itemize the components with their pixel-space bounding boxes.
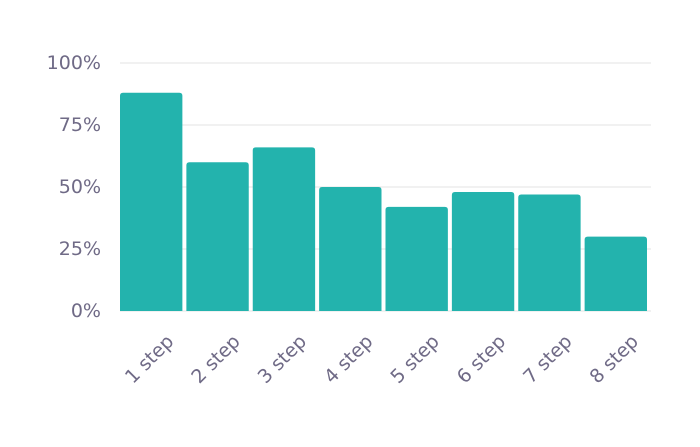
y-tick-label: 75% bbox=[59, 114, 101, 136]
bar-6 bbox=[451, 191, 515, 311]
bar-5 bbox=[385, 206, 448, 311]
y-tick-label: 100% bbox=[47, 52, 101, 74]
x-tick-label: 4 step bbox=[320, 331, 377, 388]
x-tick-label: 7 step bbox=[519, 331, 576, 388]
y-tick-label: 0% bbox=[71, 300, 101, 322]
bar-4 bbox=[319, 187, 382, 311]
x-tick-label: 5 step bbox=[386, 331, 443, 388]
bars bbox=[120, 92, 647, 311]
bar-8 bbox=[584, 236, 647, 311]
bar-7 bbox=[518, 194, 581, 311]
x-tick-label: 1 step bbox=[121, 331, 178, 388]
x-tick-label: 3 step bbox=[254, 331, 311, 388]
bar-3 bbox=[252, 147, 316, 311]
bar-1 bbox=[120, 92, 183, 311]
y-tick-label: 25% bbox=[59, 238, 101, 260]
y-axis-labels: 0% 25% 50% 75% 100% bbox=[47, 52, 101, 322]
x-axis-labels: 1 step 2 step 3 step 4 step 5 step 6 step 7 st… bbox=[121, 331, 643, 388]
x-tick-label: 8 step bbox=[586, 331, 643, 388]
x-tick-label: 2 step bbox=[187, 331, 244, 388]
x-tick-label: 6 step bbox=[453, 331, 510, 388]
bar-2 bbox=[186, 162, 249, 311]
y-tick-label: 50% bbox=[59, 176, 101, 198]
